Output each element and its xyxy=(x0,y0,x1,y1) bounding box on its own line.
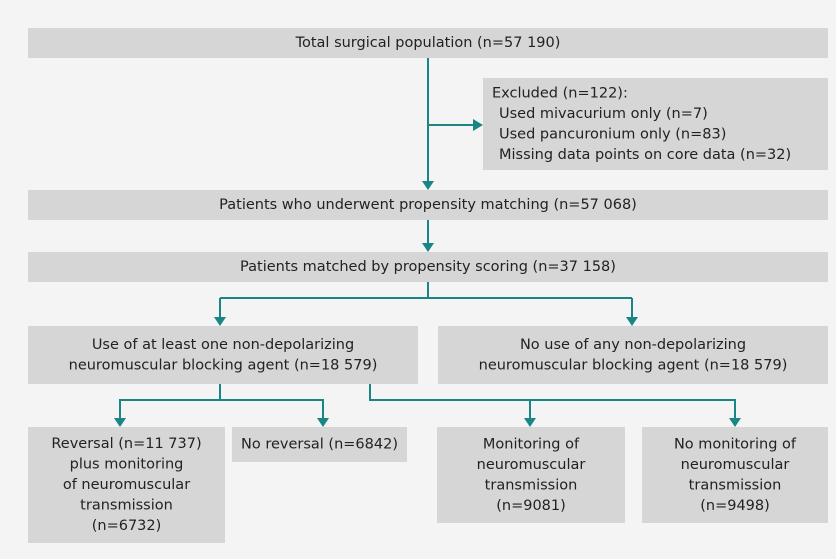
node-text: neuromuscular xyxy=(477,457,586,473)
node-text: Reversal (n=11 737) xyxy=(51,436,201,452)
node-text: of neuromuscular xyxy=(63,477,190,493)
node-box xyxy=(438,326,828,384)
node-text: (n=9081) xyxy=(496,498,566,514)
node-text: No reversal (n=6842) xyxy=(241,437,398,453)
node-text: (n=6732) xyxy=(92,518,162,534)
connectors xyxy=(114,58,741,427)
node-text: neuromuscular blocking agent (n=18 579) xyxy=(69,357,378,373)
node-text: Missing data points on core data (n=32) xyxy=(499,147,791,163)
node-text: No use of any non-depolarizing xyxy=(520,337,746,353)
node-box xyxy=(642,427,828,523)
node-box xyxy=(28,28,828,58)
node-text: Use of at least one non-depolarizing xyxy=(92,337,354,353)
node-text: plus monitoring xyxy=(70,457,184,473)
node-box xyxy=(28,427,225,543)
node-text: transmission xyxy=(689,477,782,493)
node-text: No monitoring of xyxy=(674,436,797,452)
node-text: transmission xyxy=(80,498,173,514)
node-text: (n=9498) xyxy=(700,498,770,514)
node-box xyxy=(28,326,418,384)
connector-lines xyxy=(119,58,736,419)
node-box xyxy=(483,78,828,170)
node-text: Total surgical population (n=57 190) xyxy=(295,35,561,51)
node-box xyxy=(28,252,828,282)
node-text: Excluded (n=122): xyxy=(492,85,628,101)
node-box xyxy=(28,190,828,220)
node-text: Monitoring of xyxy=(483,436,580,452)
node-text: Patients matched by propensity scoring (… xyxy=(240,259,616,275)
node-text: Patients who underwent propensity matchi… xyxy=(219,197,637,213)
node-box xyxy=(437,427,625,523)
node-box xyxy=(232,427,407,462)
node-text: Used pancuronium only (n=83) xyxy=(499,126,726,142)
node-text: neuromuscular blocking agent (n=18 579) xyxy=(479,357,788,373)
node-text: neuromuscular xyxy=(681,457,790,473)
node-text: Used mivacurium only (n=7) xyxy=(499,106,708,122)
node-text: transmission xyxy=(485,477,578,493)
